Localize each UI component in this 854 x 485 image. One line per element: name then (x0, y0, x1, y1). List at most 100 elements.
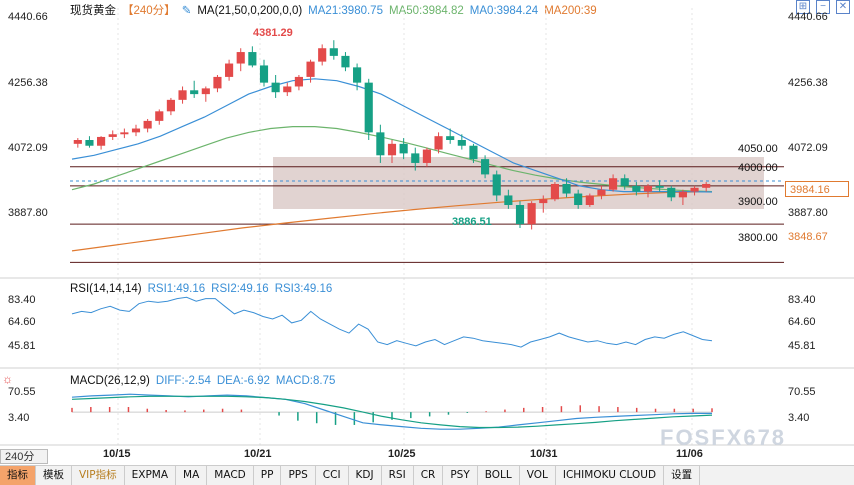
candle-body (85, 140, 94, 146)
minus-icon[interactable]: − (816, 0, 830, 14)
rsi2-value: RSI2:49.16 (211, 283, 269, 295)
candle-body (643, 185, 653, 192)
rsi-tick-left-3: 45.81 (8, 340, 36, 352)
macd-tick-right-1: 70.55 (788, 386, 816, 398)
level-4000: 4000.00 (738, 162, 778, 174)
toolbar-pps[interactable]: PPS (281, 466, 316, 485)
toolbar-templates[interactable]: 模板 (36, 466, 72, 485)
candle-body (515, 205, 525, 225)
price-tick-right-1: 4440.66 (788, 11, 828, 23)
price-chart[interactable] (0, 0, 854, 465)
edit-icon[interactable]: ✎ (181, 5, 192, 17)
candle-body (667, 187, 676, 198)
toolbar-kdj[interactable]: KDJ (349, 466, 382, 485)
toolbar-vip[interactable]: VIP指标 (72, 466, 125, 485)
candle-body (597, 189, 606, 196)
candle-body (329, 48, 338, 56)
candle-body (550, 183, 559, 200)
candle-body (446, 136, 455, 140)
toolbar-rsi[interactable]: RSI (382, 466, 414, 485)
candle-body (481, 159, 490, 175)
toolbar-vol[interactable]: VOL (520, 466, 556, 485)
toolbar-indicators[interactable]: 指标 (0, 466, 36, 485)
candle-body (341, 55, 350, 68)
candle-body (213, 76, 222, 89)
toolbar-cci[interactable]: CCI (316, 466, 349, 485)
candle-body (190, 90, 199, 95)
toolbar-pp[interactable]: PP (254, 466, 282, 485)
candle-body (236, 52, 245, 64)
candle-body (422, 149, 431, 163)
dea-value: DEA:-6.92 (216, 375, 270, 387)
indicator-toolbar: 指标 模板 VIP指标 EXPMA MA MACD PP PPS CCI KDJ… (0, 465, 854, 485)
rsi-tick-right-2: 64.60 (788, 316, 816, 328)
rsi-tick-left-1: 83.40 (8, 294, 36, 306)
candle-body (655, 185, 664, 188)
date-label-4: 10/31 (530, 448, 558, 460)
rsi1-value: RSI1:49.16 (147, 283, 206, 295)
diff-value: DIFF:-2.54 (155, 375, 211, 387)
ma200-value: MA200:39 (544, 5, 597, 17)
toolbar-boll[interactable]: BOLL (478, 466, 520, 485)
toolbar-cr[interactable]: CR (414, 466, 444, 485)
candle-body (411, 153, 420, 163)
macd-header: MACD(26,12,9) DIFF:-2.54 DEA:-6.92 MACD:8.7… (70, 375, 341, 387)
price-tick-left-2: 4256.38 (8, 77, 48, 89)
macd-label[interactable]: MACD(26,12,9) (70, 375, 150, 387)
rsi-tick-right-1: 83.40 (788, 294, 816, 306)
candle-body (225, 63, 234, 77)
close-icon[interactable]: ✕ (836, 0, 850, 14)
rsi-line (71, 296, 713, 348)
toolbar-expma[interactable]: EXPMA (125, 466, 177, 485)
period-selector[interactable]: 240分 (0, 449, 48, 464)
ma-indicator-label[interactable]: MA(21,50,0,200,0,0) (197, 5, 303, 17)
toolbar-ichimoku[interactable]: ICHIMOKU CLOUD (556, 466, 665, 485)
candle-body (271, 82, 280, 93)
toolbar-psy[interactable]: PSY (443, 466, 478, 485)
candle-body (318, 48, 327, 62)
candle-body (678, 191, 687, 198)
candle-body (469, 145, 478, 160)
toolbar-ma[interactable]: MA (176, 466, 208, 485)
watermark: FOSFX678 (660, 425, 787, 450)
macd-tick-left-1: 70.55 (8, 386, 36, 398)
low-annotation: 3886.51 (452, 216, 492, 228)
candle-body (620, 178, 629, 186)
ma0-value: MA0:3984.24 (469, 5, 539, 17)
price-tick-right-4: 3887.80 (788, 207, 828, 219)
macd-value: MACD:8.75 (275, 375, 336, 387)
candle-body (457, 140, 466, 146)
candle-body (108, 134, 117, 137)
ma21-value: MA21:3980.75 (308, 5, 383, 17)
date-label-3: 10/25 (388, 448, 416, 460)
candle-body (283, 86, 292, 93)
price-tick-right-2: 4256.38 (788, 77, 828, 89)
candle-body (131, 128, 141, 133)
macd-tick-right-2: 3.40 (788, 412, 810, 424)
settings-icon[interactable]: ⊞ (796, 0, 810, 14)
level-3800: 3800.00 (738, 232, 778, 244)
ma200-line (71, 191, 713, 252)
rsi-label[interactable]: RSI(14,14,14) (70, 283, 142, 295)
candle-body (97, 136, 106, 146)
date-label-2: 10/21 (244, 448, 272, 460)
price-tick-left-3: 4072.09 (8, 142, 48, 154)
rsi-tick-left-2: 64.60 (8, 316, 36, 328)
rsi-header: RSI(14,14,14) RSI1:49.16 RSI2:49.16 RSI3:49… (70, 283, 338, 295)
candle-body (690, 187, 699, 192)
candle-body (248, 52, 257, 66)
sun-icon[interactable]: ☼ (2, 372, 13, 386)
date-label-5: 11/06 (676, 448, 703, 460)
period-label[interactable]: 【240分】 (122, 5, 176, 17)
candle-body (306, 61, 315, 77)
candle-body (155, 111, 164, 121)
candle-body (73, 140, 82, 144)
candle-body (364, 82, 373, 133)
candle-body (504, 195, 513, 205)
candle-body (702, 183, 711, 188)
candle-body (632, 185, 641, 192)
candle-body (376, 132, 385, 156)
candle-body (609, 178, 618, 190)
toolbar-settings[interactable]: 设置 (664, 466, 701, 485)
toolbar-macd[interactable]: MACD (207, 466, 254, 485)
